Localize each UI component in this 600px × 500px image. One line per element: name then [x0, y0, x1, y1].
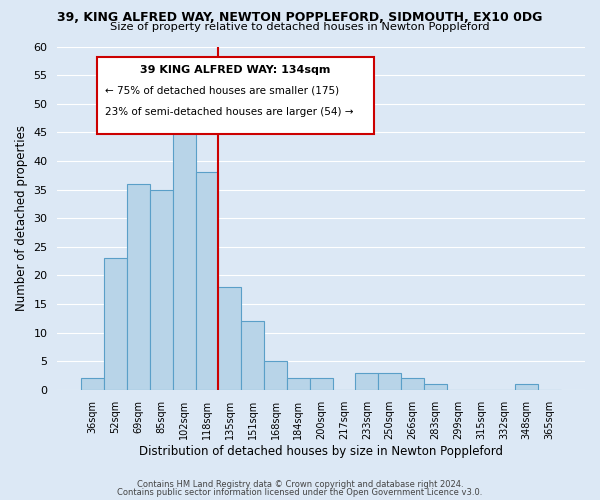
Bar [104, 258, 127, 390]
Text: Contains public sector information licensed under the Open Government Licence v3: Contains public sector information licen… [118, 488, 482, 497]
Bar [264, 361, 287, 390]
Bar [401, 378, 424, 390]
Text: 39, KING ALFRED WAY, NEWTON POPPLEFORD, SIDMOUTH, EX10 0DG: 39, KING ALFRED WAY, NEWTON POPPLEFORD, … [58, 11, 542, 24]
Text: Size of property relative to detached houses in Newton Poppleford: Size of property relative to detached ho… [110, 22, 490, 32]
Bar [241, 321, 264, 390]
Y-axis label: Number of detached properties: Number of detached properties [15, 125, 28, 311]
Bar [287, 378, 310, 390]
Bar [515, 384, 538, 390]
Bar [127, 184, 150, 390]
Bar [424, 384, 447, 390]
Text: Contains HM Land Registry data © Crown copyright and database right 2024.: Contains HM Land Registry data © Crown c… [137, 480, 463, 489]
Bar [310, 378, 332, 390]
Bar [82, 378, 104, 390]
Text: 23% of semi-detached houses are larger (54) →: 23% of semi-detached houses are larger (… [105, 106, 353, 117]
X-axis label: Distribution of detached houses by size in Newton Poppleford: Distribution of detached houses by size … [139, 444, 503, 458]
Bar [150, 190, 173, 390]
Bar [355, 372, 379, 390]
Bar [196, 172, 218, 390]
Text: ← 75% of detached houses are smaller (175): ← 75% of detached houses are smaller (17… [105, 86, 339, 96]
Bar [218, 287, 241, 390]
Text: 39 KING ALFRED WAY: 134sqm: 39 KING ALFRED WAY: 134sqm [140, 66, 331, 76]
FancyBboxPatch shape [97, 57, 374, 134]
Bar [173, 110, 196, 390]
Bar [379, 372, 401, 390]
